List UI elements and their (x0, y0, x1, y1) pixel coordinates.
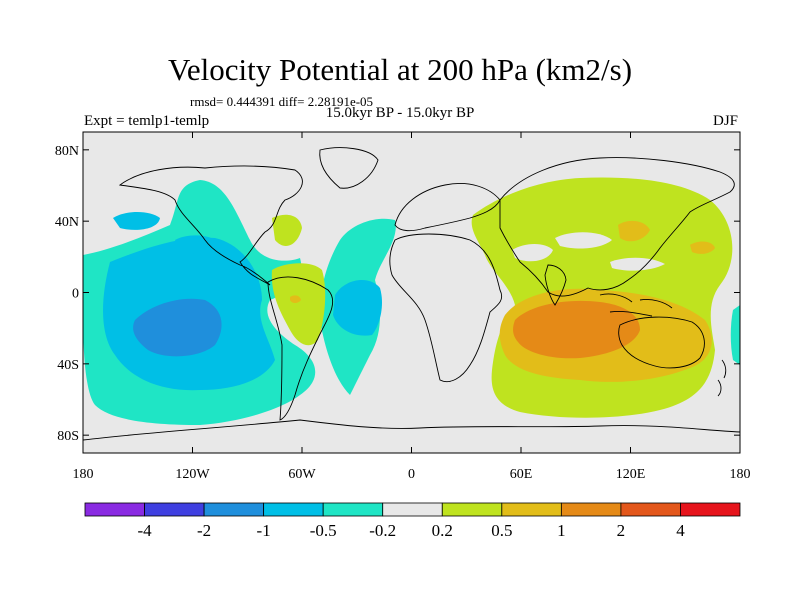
contour-hole-mideast (512, 244, 553, 262)
colorbar-swatch (441, 502, 503, 517)
colorbar-label: -1 (257, 521, 271, 540)
lat-tick-label: 80N (55, 144, 79, 159)
colorbar-swatch (322, 502, 384, 517)
contour-npacific-pos05 (690, 241, 715, 254)
coastline-antarctica (83, 419, 740, 441)
page-title: Velocity Potential at 200 hPa (km2/s) (167, 52, 633, 87)
colorbar-label: 4 (676, 521, 685, 540)
lon-tick-label: 60W (288, 467, 316, 482)
contour-gulf-neg05 (175, 235, 220, 254)
lon-tick-label: 120W (175, 467, 210, 482)
lon-tick-label: 0 (408, 467, 415, 482)
colorbar-swatch (501, 502, 562, 517)
colorbar: -4 -2 -1 -0.5 -0.2 0.2 0.5 1 2 4 (84, 502, 741, 540)
colorbar-label: -0.5 (310, 521, 337, 540)
lon-tick-label: 60E (510, 467, 533, 482)
contour-atlantic-neg05 (333, 279, 383, 336)
contour-eastedge-neg02 (730, 305, 740, 365)
coastline-africa (389, 233, 503, 383)
colorbar-swatch (620, 502, 681, 517)
coastline-australia (618, 316, 705, 369)
colorbar-swatch (560, 502, 622, 517)
contour-indopacific-pos1 (513, 300, 640, 359)
coastline-asia (499, 157, 735, 297)
colorbar-swatch (382, 502, 443, 517)
colorbar-label: -4 (137, 521, 152, 540)
colorbar-swatch (680, 502, 741, 517)
colorbar-label: 1 (557, 521, 566, 540)
lon-tick-label: 180 (73, 467, 94, 482)
lat-tick-label: 40N (55, 215, 79, 230)
coastline-south-america (267, 276, 334, 421)
colorbar-swatch (144, 502, 205, 517)
contour-north-pacific-neg05 (113, 212, 160, 230)
lon-tick-label: 120E (616, 467, 646, 482)
experiment-label: Expt = temlp1-temlp (84, 113, 210, 129)
lat-tick-label: 80S (57, 429, 79, 444)
contour-namerica-pos02 (272, 214, 302, 247)
lon-tick-label: 180 (730, 467, 751, 482)
contour-eastasia-pos05 (618, 220, 650, 242)
lat-tick-label: 0 (72, 287, 79, 302)
contour-hole-asia (555, 232, 612, 249)
colorbar-swatch (203, 502, 265, 517)
colorbar-label: 2 (617, 521, 626, 540)
coastline-greenland (319, 147, 379, 189)
colorbar-swatch (263, 502, 324, 517)
contour-samerica-pos05 (290, 295, 301, 303)
coastline-europe (394, 183, 501, 232)
period-label: 15.0kyr BP - 15.0kyr BP (325, 105, 475, 121)
contour-pacific-neg1 (133, 298, 222, 357)
contour-samerica-pos02 (271, 263, 326, 346)
coastline-india (544, 264, 567, 306)
coastline-new-zealand (717, 359, 727, 397)
season-label: DJF (712, 113, 738, 129)
coastline-north-america (118, 165, 303, 286)
contour-fields (83, 177, 740, 425)
lat-tick-label: 40S (57, 358, 79, 373)
contour-hole-pacific (610, 257, 665, 271)
colorbar-label: 0.2 (432, 521, 453, 540)
map-axes: 80N 40N 0 40S 80S 180 120W 60W 0 60E 120E 180 (55, 132, 751, 482)
coastline-maritime-continent (599, 293, 673, 317)
colorbar-label: 0.5 (491, 521, 512, 540)
coastlines (83, 147, 740, 441)
colorbar-label: -0.2 (369, 521, 396, 540)
colorbar-swatch (84, 502, 145, 517)
rmsd-diff-stats: rmsd= 0.444391 diff= 2.28191e-05 (190, 94, 374, 109)
colorbar-label: -2 (197, 521, 211, 540)
